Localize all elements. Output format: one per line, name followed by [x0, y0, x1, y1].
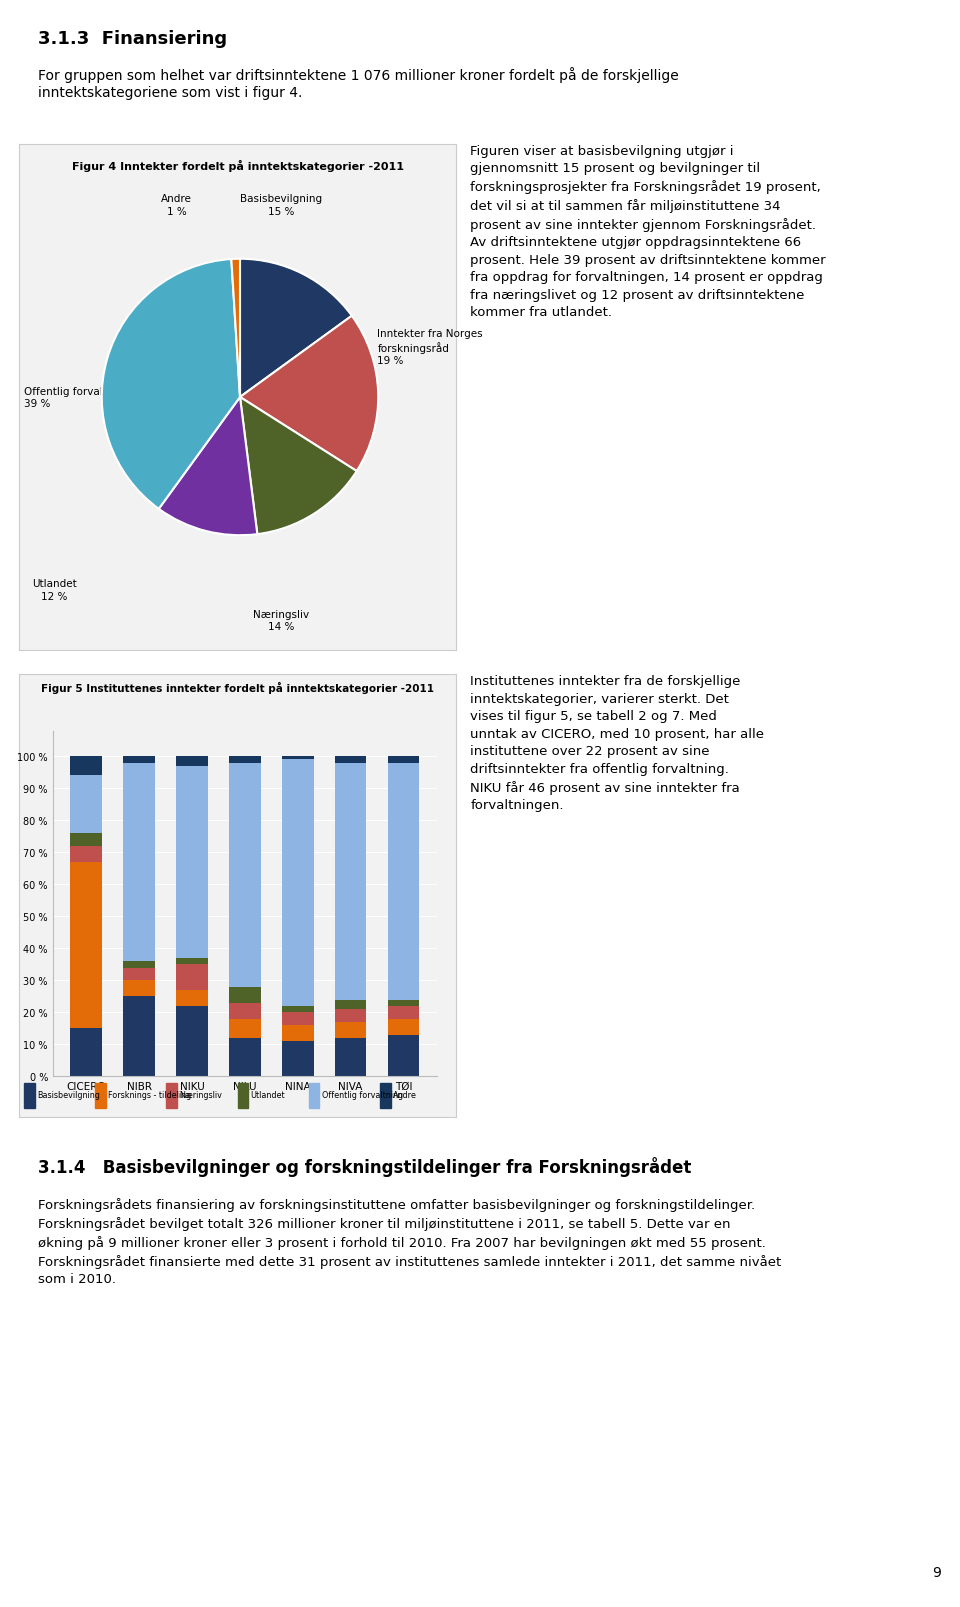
Bar [70, 776, 102, 834]
Bar [228, 987, 261, 1003]
Bar [70, 757, 102, 776]
Wedge shape [158, 399, 257, 535]
Bar [176, 958, 207, 964]
Bar [335, 757, 367, 763]
Bar [123, 980, 155, 996]
Bar [123, 757, 155, 763]
Bar [282, 760, 314, 1006]
Bar [388, 763, 420, 1000]
Bar [388, 1035, 420, 1077]
Bar [123, 763, 155, 961]
Bar [335, 1000, 367, 1009]
Text: Basisbevilgning: Basisbevilgning [36, 1090, 100, 1099]
Text: Utlandet
12 %: Utlandet 12 % [32, 579, 77, 601]
Text: 9: 9 [932, 1565, 941, 1578]
Text: 3.1.4   Basisbevilgninger og forskningstildelinger fra Forskningsrådet: 3.1.4 Basisbevilgninger og forskningstil… [38, 1157, 692, 1176]
Bar [282, 1006, 314, 1012]
Bar [24, 1083, 35, 1107]
Bar [335, 1009, 367, 1022]
Bar [238, 1083, 249, 1107]
Bar [123, 961, 155, 967]
Text: Figur 5 Instituttenes inntekter fordelt på inntektskategorier -2011: Figur 5 Instituttenes inntekter fordelt … [41, 681, 434, 694]
Bar [335, 763, 367, 1000]
Text: Inntekter fra Norges
forskningsråd
19 %: Inntekter fra Norges forskningsråd 19 % [377, 328, 483, 366]
Bar [282, 1012, 314, 1025]
Wedge shape [240, 317, 378, 472]
Text: Offentlig forvaltning: Offentlig forvaltning [322, 1090, 403, 1099]
Bar [282, 1025, 314, 1041]
Text: Basisbevilgning
15 %: Basisbevilgning 15 % [240, 194, 323, 217]
Text: Offentlig forvaltning
39 %: Offentlig forvaltning 39 % [24, 387, 130, 408]
Bar [95, 1083, 106, 1107]
Bar [176, 1006, 207, 1077]
Bar [335, 1022, 367, 1038]
Text: Andre: Andre [393, 1090, 417, 1099]
Bar [388, 1000, 420, 1006]
Bar [228, 1019, 261, 1038]
Bar [228, 763, 261, 987]
Bar [228, 757, 261, 763]
Text: Utlandet: Utlandet [251, 1090, 285, 1099]
Bar [335, 1038, 367, 1077]
Bar [176, 767, 207, 958]
Bar [123, 996, 155, 1077]
Bar [380, 1083, 391, 1107]
Bar [228, 1003, 261, 1019]
Wedge shape [240, 399, 357, 535]
Text: Næringsliv: Næringsliv [180, 1090, 222, 1099]
Bar [282, 757, 314, 760]
Bar [388, 1019, 420, 1035]
Bar [176, 964, 207, 990]
Text: Figuren viser at basisbevilgning utgjør i
gjennomsnitt 15 prosent og bevilgninge: Figuren viser at basisbevilgning utgjør … [470, 145, 826, 320]
Bar [166, 1083, 177, 1107]
Bar [282, 1041, 314, 1077]
Text: Figur 4 Inntekter fordelt på inntektskategorier -2011: Figur 4 Inntekter fordelt på inntektskat… [72, 159, 403, 172]
Bar [176, 990, 207, 1006]
Bar [70, 863, 102, 1028]
Text: Forskningsrådets finansiering av forskningsinstituttene omfatter basisbevilgning: Forskningsrådets finansiering av forskni… [38, 1197, 781, 1286]
Bar [388, 757, 420, 763]
Text: Forsknings - tildeling: Forsknings - tildeling [108, 1090, 191, 1099]
Bar [70, 834, 102, 847]
Bar [70, 847, 102, 863]
Bar [123, 967, 155, 980]
Text: For gruppen som helhet var driftsinntektene 1 076 millioner kroner fordelt på de: For gruppen som helhet var driftsinntekt… [38, 67, 679, 100]
Wedge shape [231, 260, 240, 399]
Bar [70, 1028, 102, 1077]
Bar [309, 1083, 320, 1107]
Text: 3.1.3  Finansiering: 3.1.3 Finansiering [38, 29, 228, 48]
Bar [228, 1038, 261, 1077]
Bar [176, 757, 207, 767]
Text: Instituttenes inntekter fra de forskjellige
inntektskategorier, varierer sterkt.: Instituttenes inntekter fra de forskjell… [470, 675, 764, 812]
Wedge shape [240, 260, 351, 399]
Wedge shape [102, 260, 240, 509]
Text: Andre
1 %: Andre 1 % [161, 194, 192, 217]
Bar [388, 1006, 420, 1019]
Text: Næringsliv
14 %: Næringsliv 14 % [253, 609, 309, 632]
